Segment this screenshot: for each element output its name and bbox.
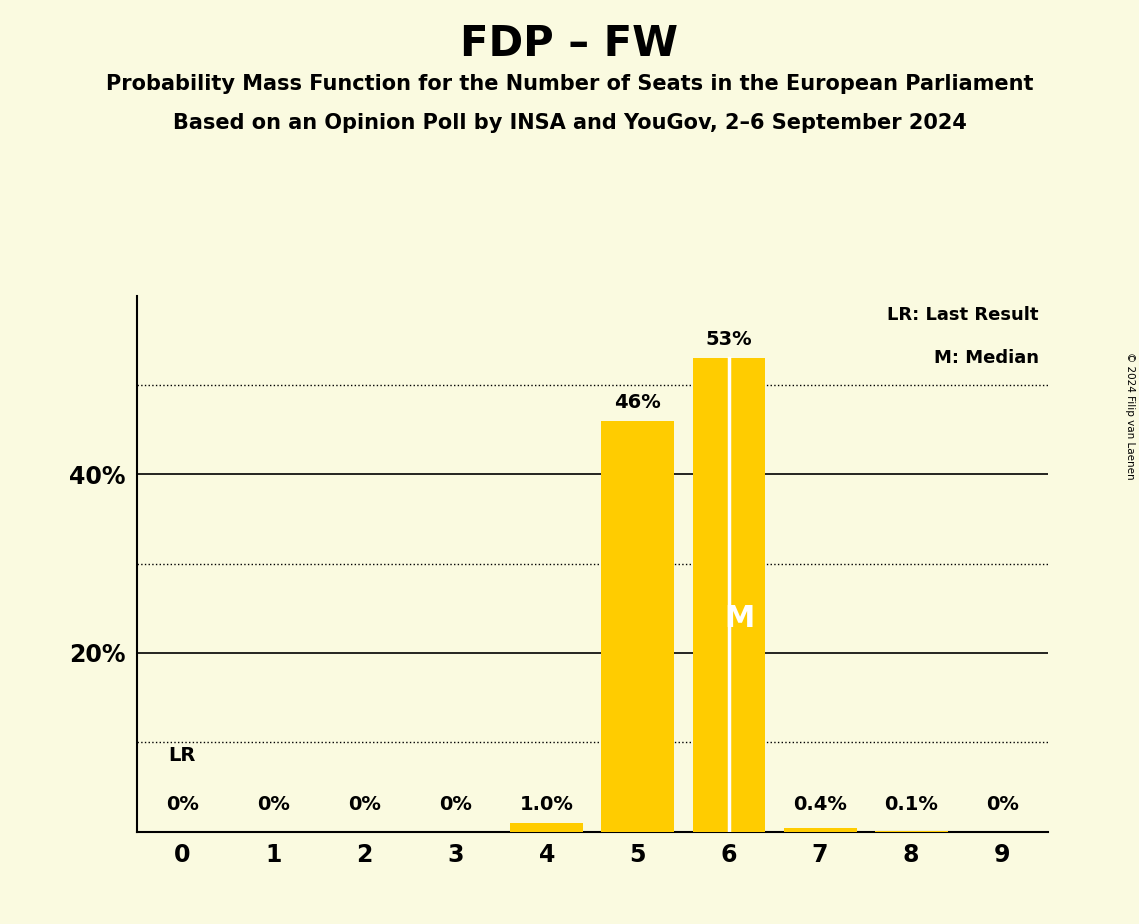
Text: 0%: 0% [257,795,289,814]
Text: © 2024 Filip van Laenen: © 2024 Filip van Laenen [1125,352,1134,480]
Text: LR: Last Result: LR: Last Result [887,307,1039,324]
Text: Probability Mass Function for the Number of Seats in the European Parliament: Probability Mass Function for the Number… [106,74,1033,94]
Text: 53%: 53% [706,330,752,349]
Text: 0%: 0% [986,795,1018,814]
Bar [510,822,583,832]
Text: 0%: 0% [349,795,380,814]
Text: 0%: 0% [166,795,198,814]
Text: 0%: 0% [440,795,472,814]
Text: M: M [724,604,755,633]
Text: 0.4%: 0.4% [793,795,847,814]
Text: FDP – FW: FDP – FW [460,23,679,65]
Text: Based on an Opinion Poll by INSA and YouGov, 2–6 September 2024: Based on an Opinion Poll by INSA and You… [173,113,966,133]
Bar [693,359,765,832]
Text: 0.1%: 0.1% [884,795,939,814]
Text: M: Median: M: Median [934,349,1039,367]
Bar [601,420,674,832]
Bar [784,828,857,832]
Text: 46%: 46% [614,393,662,412]
Text: LR: LR [169,746,196,765]
Text: 1.0%: 1.0% [519,795,574,814]
